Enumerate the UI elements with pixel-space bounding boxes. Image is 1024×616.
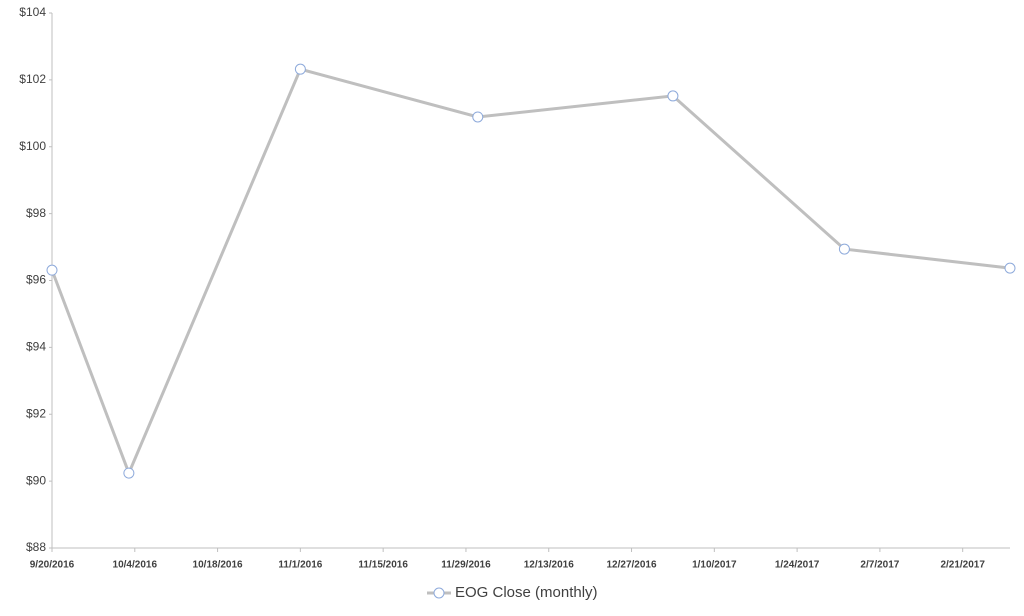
point-marker <box>838 243 850 255</box>
legend-label: EOG Close (monthly) <box>455 584 598 601</box>
y-tick-label: $100 <box>19 139 46 153</box>
x-tick-label: 12/13/2016 <box>524 560 574 571</box>
x-tick-label: 12/27/2016 <box>606 560 656 571</box>
x-tick-label: 11/15/2016 <box>358 560 408 571</box>
x-tick-label: 9/20/2016 <box>30 560 75 571</box>
x-tick-label: 2/7/2017 <box>860 560 899 571</box>
point-marker <box>472 111 484 123</box>
series-line <box>50 67 1011 478</box>
x-tick-label: 10/4/2016 <box>113 560 158 571</box>
legend-marker <box>433 587 445 599</box>
y-tick-label: $104 <box>19 5 46 19</box>
y-tick-label: $98 <box>26 206 46 220</box>
point-marker <box>1004 262 1016 274</box>
x-tick-label: 2/21/2017 <box>940 560 985 571</box>
point-marker <box>667 90 679 102</box>
y-tick-label: $90 <box>26 473 46 487</box>
x-tick-label: 11/29/2016 <box>441 560 491 571</box>
x-tick-label: 10/18/2016 <box>193 560 243 571</box>
y-tick-label: $88 <box>26 540 46 554</box>
y-tick-label: $94 <box>26 340 46 354</box>
x-tick-label: 1/10/2017 <box>692 560 737 571</box>
point-marker <box>294 63 306 75</box>
point-marker <box>46 264 58 276</box>
y-tick-label: $102 <box>19 72 46 86</box>
x-tick-label: 11/1/2016 <box>278 560 322 571</box>
point-marker <box>123 467 135 479</box>
y-tick-label: $96 <box>26 273 46 287</box>
x-tick-label: 1/24/2017 <box>775 560 820 571</box>
y-tick-label: $92 <box>26 406 46 420</box>
